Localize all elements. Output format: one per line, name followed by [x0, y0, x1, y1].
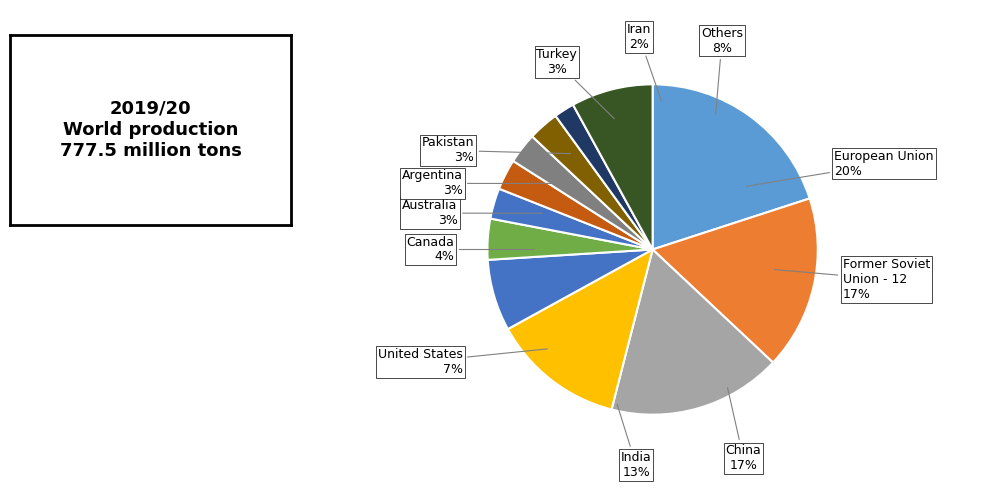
- Wedge shape: [573, 84, 652, 250]
- Text: United States
7%: United States 7%: [377, 348, 547, 376]
- Text: Iran
2%: Iran 2%: [627, 23, 661, 101]
- Wedge shape: [555, 105, 652, 250]
- Text: Others
8%: Others 8%: [700, 26, 742, 115]
- Wedge shape: [487, 250, 652, 329]
- Wedge shape: [486, 219, 652, 260]
- Text: Canada
4%: Canada 4%: [406, 236, 534, 263]
- Text: Australia
3%: Australia 3%: [402, 199, 542, 227]
- Wedge shape: [513, 136, 652, 250]
- Text: Former Soviet
Union - 12
17%: Former Soviet Union - 12 17%: [773, 258, 929, 301]
- Text: China
17%: China 17%: [725, 388, 760, 473]
- Text: Pakistan
3%: Pakistan 3%: [421, 136, 570, 164]
- Wedge shape: [508, 250, 652, 410]
- Wedge shape: [489, 189, 652, 250]
- Wedge shape: [652, 84, 808, 250]
- Text: 2019/20
World production
777.5 million tons: 2019/20 World production 777.5 million t…: [59, 100, 242, 160]
- Text: India
13%: India 13%: [617, 404, 651, 479]
- Wedge shape: [611, 250, 772, 415]
- Text: Turkey
3%: Turkey 3%: [536, 48, 614, 119]
- Wedge shape: [652, 199, 817, 363]
- Wedge shape: [532, 116, 652, 250]
- Text: European Union
20%: European Union 20%: [745, 150, 933, 186]
- Wedge shape: [498, 161, 652, 250]
- Text: Argentina
3%: Argentina 3%: [401, 170, 554, 198]
